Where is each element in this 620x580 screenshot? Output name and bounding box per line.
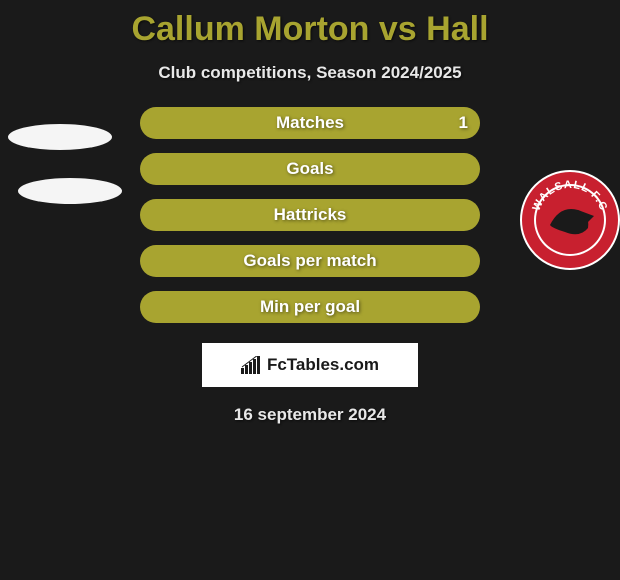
stat-row: Goals per match xyxy=(140,245,480,277)
stat-row: Min per goal xyxy=(140,291,480,323)
walsall-crest-icon: WALSALL F.C xyxy=(520,170,620,270)
stat-label: Goals xyxy=(286,159,333,179)
watermark-text: FcTables.com xyxy=(267,355,379,375)
comparison-subtitle: Club competitions, Season 2024/2025 xyxy=(0,63,620,83)
player-avatar-left-1 xyxy=(8,124,112,150)
comparison-title: Callum Morton vs Hall xyxy=(0,0,620,49)
player-avatar-left-2 xyxy=(18,178,122,204)
stat-label: Goals per match xyxy=(243,251,376,271)
stat-value-right: 1 xyxy=(459,113,468,133)
watermark-badge: FcTables.com xyxy=(202,343,418,387)
stat-label: Hattricks xyxy=(274,205,347,225)
stat-row: Hattricks xyxy=(140,199,480,231)
stat-row: Goals xyxy=(140,153,480,185)
chart-bars-icon xyxy=(241,356,263,374)
stat-row: Matches 1 xyxy=(140,107,480,139)
snapshot-date: 16 september 2024 xyxy=(0,405,620,425)
stat-label: Min per goal xyxy=(260,297,360,317)
stat-label: Matches xyxy=(276,113,344,133)
club-badge-walsall: WALSALL F.C xyxy=(520,170,620,270)
